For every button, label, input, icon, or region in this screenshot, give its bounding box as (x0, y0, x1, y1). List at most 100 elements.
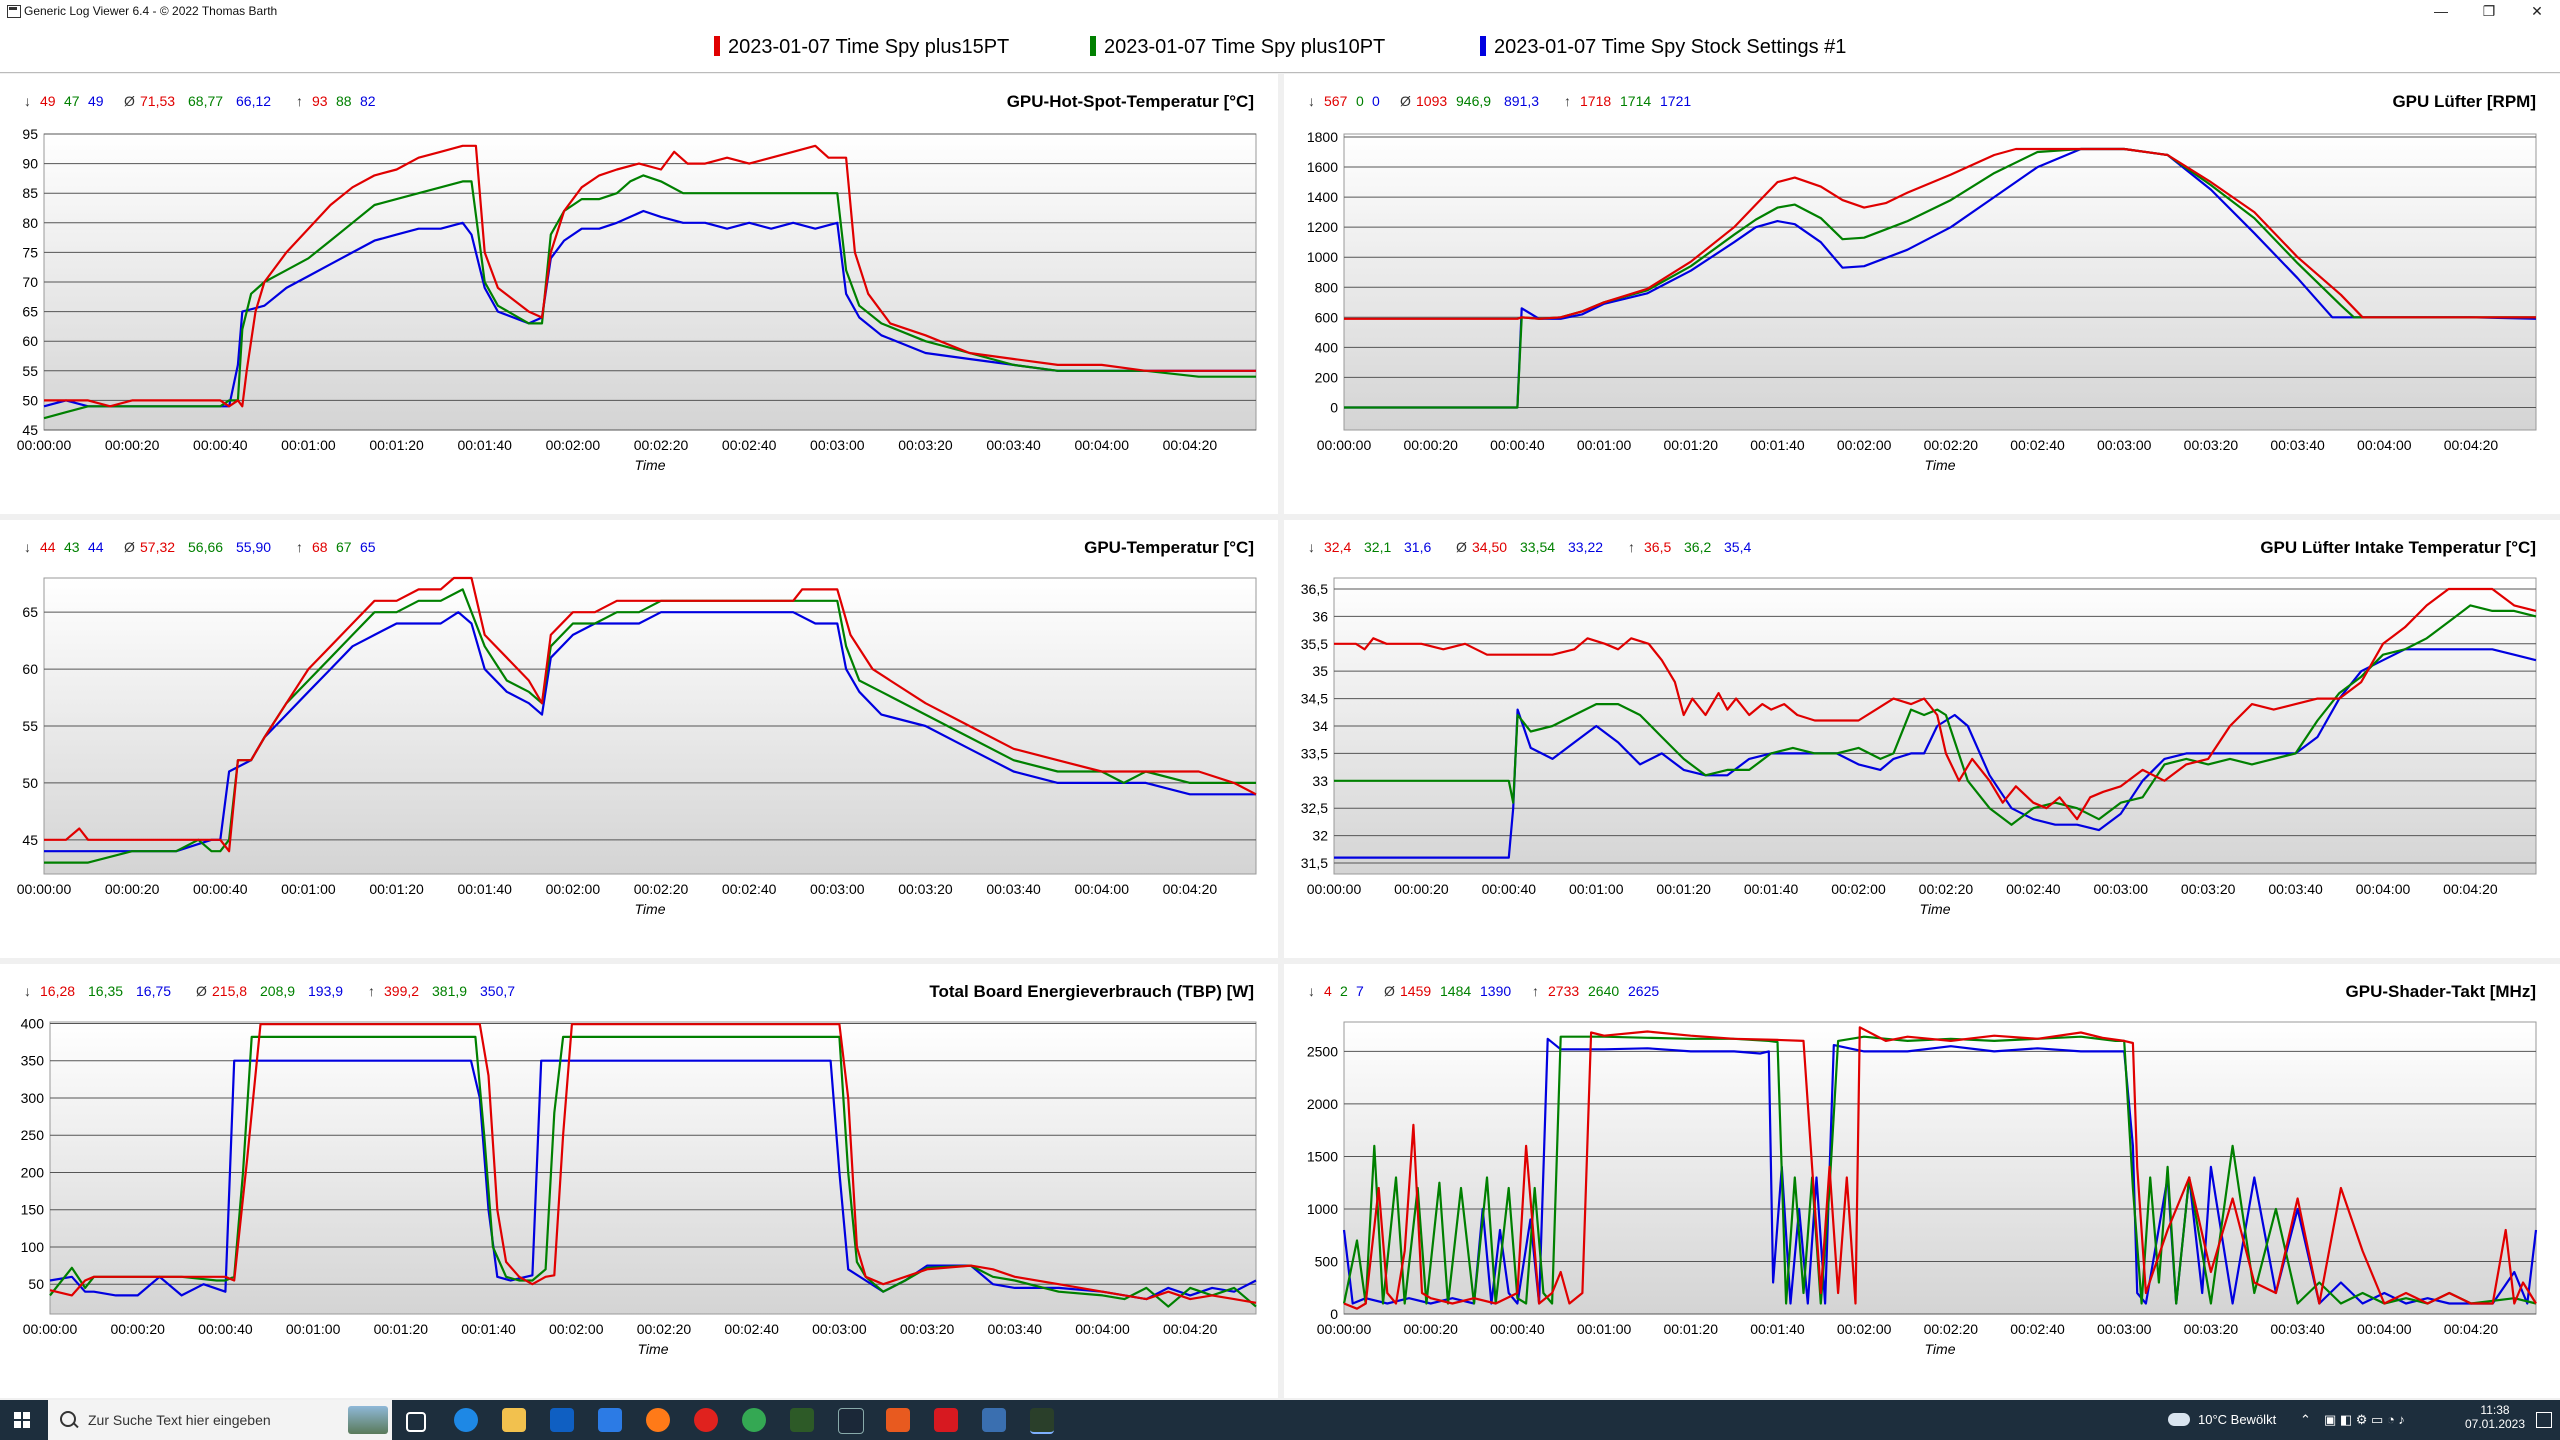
firefox-icon[interactable] (646, 1408, 670, 1432)
y-tick-label: 2500 (1307, 1043, 1338, 1059)
weather-text[interactable]: 10°C Bewölkt (2198, 1412, 2277, 1427)
stat-max-icon: ↑ (296, 93, 303, 109)
y-tick-label: 65 (22, 604, 38, 620)
x-tick-label: 00:03:20 (2184, 437, 2239, 453)
y-tick-label: 50 (22, 392, 38, 408)
search-input[interactable]: Zur Suche Text hier eingeben (88, 1412, 271, 1428)
y-tick-label: 34,5 (1301, 691, 1328, 707)
x-tick-label: 00:04:20 (2444, 1321, 2499, 1337)
y-tick-label: 60 (22, 333, 38, 349)
stat-max-value: 381,9 (432, 983, 467, 999)
tray-chevron-icon[interactable]: ⌃ (2300, 1412, 2311, 1427)
stat-avg-value: 1484 (1440, 983, 1471, 999)
y-tick-label: 65 (22, 304, 38, 320)
chart-svg: ↓ 49 47 49 Ø 71,53 68,77 66,12 ↑ 93 88 82 GPU-Hot-Sp… (17, 92, 1257, 473)
x-axis-label: Time (635, 901, 666, 917)
x-tick-label: 00:03:00 (812, 1321, 867, 1337)
x-tick-label: 00:04:00 (1074, 437, 1129, 453)
y-tick-label: 1600 (1307, 159, 1338, 175)
y-tick-label: 60 (22, 661, 38, 677)
x-tick-label: 00:00:20 (105, 881, 160, 897)
x-tick-label: 00:00:40 (198, 1321, 253, 1337)
x-tick-label: 00:03:00 (810, 437, 865, 453)
log-viewer-icon[interactable] (1030, 1408, 1054, 1434)
y-tick-label: 31,5 (1301, 855, 1328, 871)
chart-title: Total Board Energieverbrauch (TBP) [W] (929, 982, 1254, 1001)
tray-icons[interactable]: ▣ ◧ ⚙ ▭ ◔ ♪ (2324, 1412, 2405, 1427)
x-axis-label: Time (635, 457, 666, 473)
x-axis-label: Time (1925, 1341, 1956, 1357)
x-tick-label: 00:04:20 (2443, 881, 2498, 897)
x-tick-label: 00:01:00 (281, 881, 336, 897)
stat-avg-value: 66,12 (236, 93, 271, 109)
mail-icon[interactable] (598, 1408, 622, 1432)
steam-icon[interactable] (838, 1408, 864, 1434)
stat-max-value: 68 (312, 539, 328, 555)
amd-software-icon[interactable] (934, 1408, 958, 1432)
stat-avg-value: 57,32 (140, 539, 175, 555)
y-tick-label: 1200 (1307, 219, 1338, 235)
stat-min-icon: ↓ (24, 93, 31, 109)
x-tick-label: 00:02:00 (1837, 1321, 1892, 1337)
y-tick-label: 0 (1330, 1306, 1338, 1322)
legend-item-plus10pt[interactable]: 2023-01-07 Time Spy plus10PT (1090, 36, 1385, 59)
x-tick-label: 00:01:00 (286, 1321, 341, 1337)
maximize-button[interactable]: ❐ (2482, 3, 2496, 19)
series-line-red (44, 144, 1256, 408)
stat-min-icon: ↓ (24, 539, 31, 555)
x-tick-label: 00:01:40 (461, 1321, 516, 1337)
y-tick-label: 35 (1312, 663, 1328, 679)
legend-label: 2023-01-07 Time Spy plus10PT (1104, 36, 1386, 58)
stat-min-value: 16,28 (40, 983, 75, 999)
minimize-button[interactable]: — (2434, 3, 2448, 19)
y-tick-label: 200 (21, 1164, 45, 1180)
close-button[interactable]: ✕ (2531, 3, 2543, 19)
y-tick-label: 200 (1315, 369, 1339, 385)
store-icon[interactable] (550, 1408, 574, 1432)
series-line-blue (1334, 648, 2537, 859)
x-tick-label: 00:04:00 (2357, 437, 2412, 453)
windows-start-icon[interactable] (14, 1412, 30, 1428)
stat-max-value: 82 (360, 93, 376, 109)
stat-min-value: 31,6 (1404, 539, 1431, 555)
stat-min-value: 0 (1356, 93, 1364, 109)
x-tick-label: 00:01:40 (1750, 1321, 1805, 1337)
task-view-icon[interactable] (406, 1412, 426, 1432)
x-tick-label: 00:02:20 (634, 437, 689, 453)
stat-max-icon: ↑ (1564, 93, 1571, 109)
chart-svg: ↓ 32,4 32,1 31,6 Ø 34,50 33,54 33,22 ↑ 36,5 36,2 35… (1301, 538, 2537, 917)
window-titlebar: Generic Log Viewer 6.4 - © 2022 Thomas B… (0, 0, 2560, 23)
y-tick-label: 85 (22, 185, 38, 201)
stat-min-value: 0 (1372, 93, 1380, 109)
app-icon-green[interactable] (790, 1408, 814, 1432)
y-tick-label: 2000 (1307, 1096, 1338, 1112)
legend-item-plus15pt[interactable]: 2023-01-07 Time Spy plus15PT (714, 36, 1009, 59)
notification-icon[interactable] (2536, 1412, 2552, 1428)
chart-svg: ↓ 567 0 0 Ø 1093 946,9 891,3 ↑ 1718 1714 1721 GPU Lü… (1307, 92, 2537, 473)
stat-avg-value: 33,54 (1520, 539, 1555, 555)
x-tick-label: 00:01:20 (369, 881, 424, 897)
search-icon (60, 1411, 76, 1427)
legend-item-stock[interactable]: 2023-01-07 Time Spy Stock Settings #1 (1480, 36, 1846, 59)
file-explorer-icon[interactable] (502, 1408, 526, 1432)
y-tick-label: 50 (28, 1276, 44, 1292)
stat-avg-icon: Ø (1456, 539, 1467, 555)
chart-title: GPU Lüfter [RPM] (2392, 92, 2536, 111)
x-tick-label: 00:00:20 (105, 437, 160, 453)
x-axis-label: Time (1920, 901, 1951, 917)
stat-avg-value: 208,9 (260, 983, 295, 999)
x-tick-label: 00:03:00 (2097, 437, 2152, 453)
chrome-icon[interactable] (742, 1408, 766, 1432)
edge-icon[interactable] (454, 1408, 478, 1432)
y-tick-label: 1400 (1307, 189, 1338, 205)
clock[interactable]: 11:38 07.01.2023 (2460, 1403, 2530, 1431)
opera-icon[interactable] (694, 1408, 718, 1432)
chart-panel-fan-rpm: ↓ 567 0 0 Ø 1093 946,9 891,3 ↑ 1718 1714 1721 GPU Lü… (1284, 74, 2560, 514)
app-icon-orange[interactable] (886, 1408, 910, 1432)
taskbar-search[interactable]: Zur Suche Text hier eingeben (48, 1400, 392, 1440)
app-icon-blue[interactable] (982, 1408, 1006, 1432)
stat-min-value: 7 (1356, 983, 1364, 999)
x-tick-label: 00:01:00 (1569, 881, 1624, 897)
x-tick-label: 00:01:40 (1750, 437, 1805, 453)
stat-min-icon: ↓ (1308, 983, 1315, 999)
